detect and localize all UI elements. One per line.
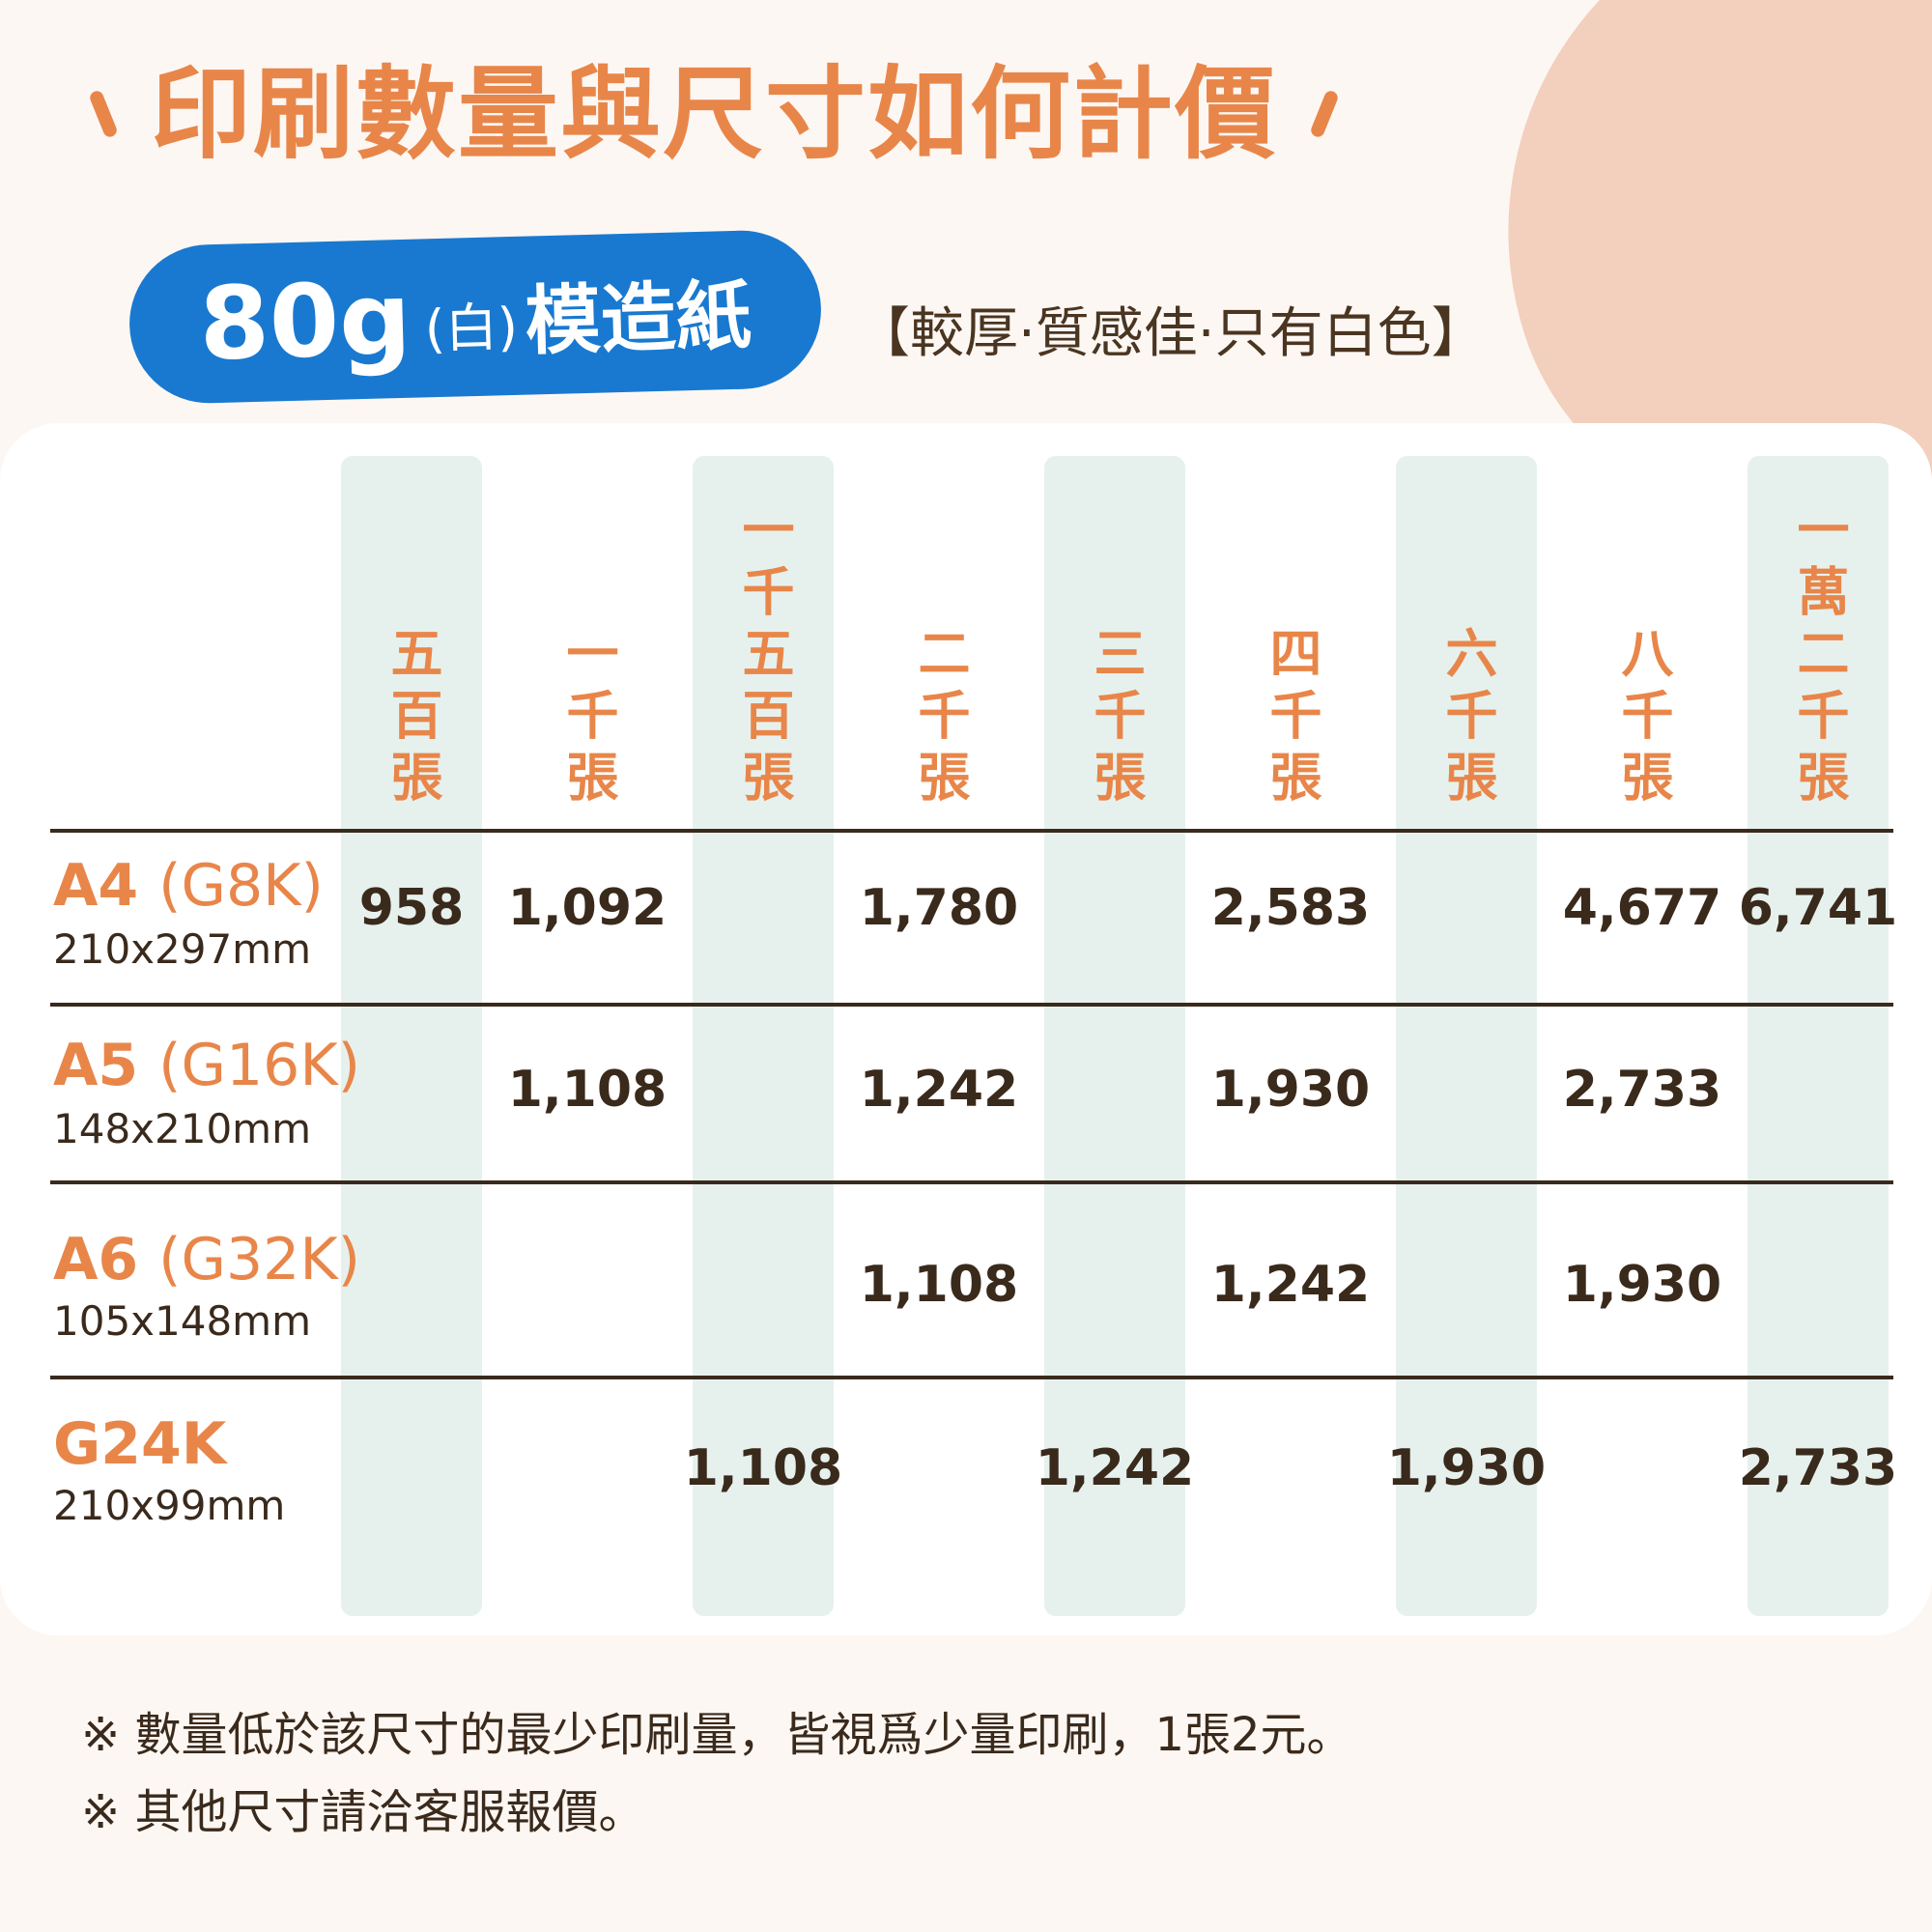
quantity-header: 一千張: [517, 502, 658, 811]
size-name: A5 (G16K): [53, 1032, 360, 1099]
size-name-label: A4: [53, 852, 139, 920]
quantity-header-label: 一千張: [557, 626, 618, 811]
price-cell: 958: [358, 879, 465, 937]
price-cell: 1,242: [1035, 1439, 1195, 1497]
size-name-spacer: [138, 1226, 158, 1293]
row-divider: [50, 1180, 1893, 1184]
price-cell: 1,930: [1562, 1256, 1722, 1314]
price-cell: 2,733: [1738, 1439, 1898, 1497]
row-divider: [50, 1376, 1893, 1379]
price-cell: 1,930: [1386, 1439, 1547, 1497]
quantity-header-label: 四千張: [1261, 626, 1321, 811]
highlight-column: [1044, 456, 1185, 1616]
price-cell: 1,242: [1210, 1256, 1371, 1314]
note-other-sizes: ※ 其他尺寸請洽客服報價。: [81, 1785, 645, 1839]
size-name: A4 (G8K): [53, 852, 324, 920]
paper-weight: 80g: [197, 259, 413, 384]
paper-description: 【較厚·質感佳·只有白色】: [856, 302, 1486, 365]
price-cell: 1,092: [507, 879, 668, 937]
quantity-header: 二千張: [868, 502, 1009, 811]
price-cell: 1,108: [859, 1256, 1019, 1314]
quantity-header-label: 八千張: [1612, 626, 1673, 811]
size-name-label: A6: [53, 1226, 139, 1293]
title-left-slash-icon: [88, 89, 119, 139]
quantity-header: 六千張: [1396, 502, 1537, 811]
quantity-header: 八千張: [1572, 502, 1713, 811]
size-name-label: G24K: [53, 1410, 227, 1478]
price-cell: 1,930: [1210, 1061, 1371, 1119]
size-code: (G32K): [158, 1226, 361, 1293]
size-code: (G8K): [158, 852, 324, 920]
quantity-header-label: 五百張: [382, 626, 442, 811]
quantity-header: 五百張: [341, 502, 482, 811]
size-name-spacer: [138, 852, 158, 920]
quantity-header-label: 六千張: [1436, 626, 1497, 811]
size-dimensions: 210x297mm: [53, 925, 312, 973]
price-table-card: [0, 423, 1932, 1635]
quantity-header-label: 二千張: [909, 626, 970, 811]
note-minimum-quantity: ※ 數量低於該尺寸的最少印刷量，皆視爲少量印刷，1張2元。: [81, 1708, 1353, 1762]
title-row: 印刷數量與尺寸如何計價: [88, 55, 1340, 173]
highlight-column: [341, 456, 482, 1616]
paper-badge: 80g (白) 模造紙: [127, 228, 824, 406]
size-name: A6 (G32K): [53, 1226, 360, 1293]
page-title: 印刷數量與尺寸如何計價: [151, 55, 1278, 173]
paper-name: 模造紙: [524, 272, 753, 366]
quantity-header-label: 一千五百張: [733, 502, 794, 811]
quantity-header: 一千五百張: [693, 502, 834, 811]
paper-color-note: (白): [423, 296, 519, 359]
price-cell: 2,733: [1562, 1061, 1722, 1119]
price-cell: 4,677: [1562, 879, 1722, 937]
quantity-header-label: 三千張: [1085, 626, 1146, 811]
quantity-header-label: 一萬二千張: [1788, 502, 1849, 811]
row-divider: [50, 1003, 1893, 1007]
quantity-header: 一萬二千張: [1747, 502, 1889, 811]
highlight-column: [1747, 456, 1889, 1616]
size-dimensions: 105x148mm: [53, 1297, 312, 1345]
quantity-header: 三千張: [1044, 502, 1185, 811]
highlight-column: [1396, 456, 1537, 1616]
row-divider: [50, 829, 1893, 833]
size-name-spacer: [138, 1032, 158, 1099]
quantity-header: 四千張: [1220, 502, 1361, 811]
price-cell: 2,583: [1210, 879, 1371, 937]
price-cell: 1,108: [683, 1439, 843, 1497]
highlight-column: [693, 456, 834, 1616]
price-cell: 1,780: [859, 879, 1019, 937]
price-cell: 6,741: [1738, 879, 1898, 937]
size-name: G24K: [53, 1410, 226, 1478]
title-right-slash-icon: [1309, 89, 1340, 139]
size-dimensions: 210x99mm: [53, 1482, 286, 1529]
price-cell: 1,242: [859, 1061, 1019, 1119]
size-name-label: A5: [53, 1032, 139, 1099]
size-code: (G16K): [158, 1032, 361, 1099]
size-dimensions: 148x210mm: [53, 1105, 312, 1152]
price-cell: 1,108: [507, 1061, 668, 1119]
